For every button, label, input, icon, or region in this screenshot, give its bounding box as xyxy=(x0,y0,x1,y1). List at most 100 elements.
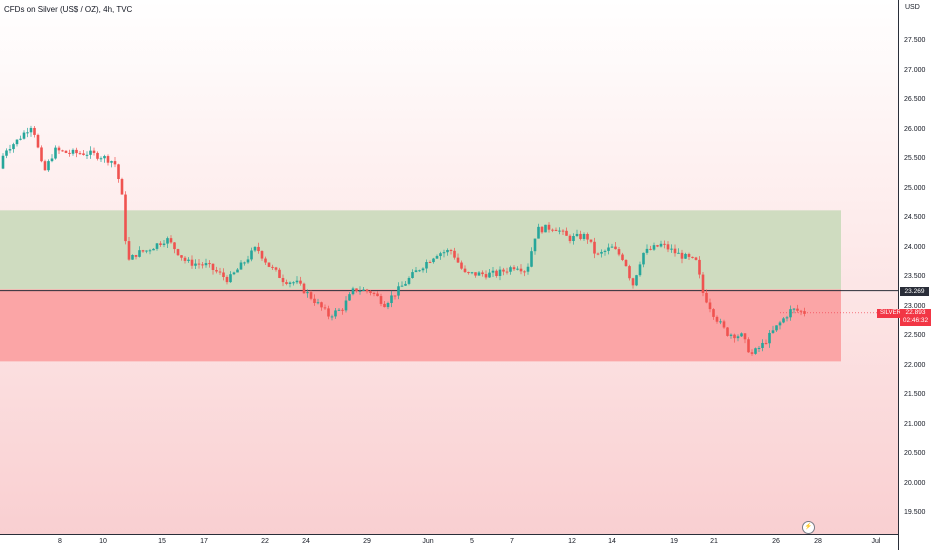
candle-body xyxy=(309,292,313,299)
candle-body xyxy=(733,334,736,339)
price-scale[interactable] xyxy=(898,0,932,550)
candle-body xyxy=(145,250,148,252)
candle-body xyxy=(313,298,316,304)
candle-body xyxy=(271,266,274,268)
tradingview-logo-icon[interactable]: ⚡ xyxy=(802,521,815,534)
candle-body xyxy=(369,291,372,293)
candle-body xyxy=(652,245,656,250)
candle-body xyxy=(299,280,302,284)
candle-body xyxy=(701,274,705,293)
candle-body xyxy=(694,257,698,260)
candle-body xyxy=(708,302,712,310)
candle-body xyxy=(159,243,162,245)
candle-body xyxy=(488,272,491,278)
candle-body xyxy=(400,285,404,287)
x-tick-label: 17 xyxy=(200,538,208,545)
time-scale[interactable] xyxy=(0,534,898,551)
candle-body xyxy=(761,342,764,348)
candle-body xyxy=(516,268,519,270)
candle-body xyxy=(208,263,211,265)
candle-body xyxy=(211,263,215,270)
candle-body xyxy=(656,245,659,247)
candle-body xyxy=(523,271,526,273)
candle-body xyxy=(726,327,729,336)
candle-body xyxy=(57,147,61,151)
candle-body xyxy=(33,127,36,135)
candle-body xyxy=(558,230,561,232)
candle-body xyxy=(148,250,152,252)
candle-body xyxy=(26,132,29,134)
candle-body xyxy=(75,149,78,154)
candle-body xyxy=(526,266,530,272)
candle-body xyxy=(754,348,757,354)
y-tick-label: 26.500 xyxy=(904,96,926,103)
x-tick-label: 21 xyxy=(710,538,718,545)
candle-body xyxy=(505,271,509,273)
y-tick-label: 26.000 xyxy=(904,125,926,133)
candle-body xyxy=(435,256,439,259)
candle-body xyxy=(120,179,124,195)
candle-body xyxy=(642,252,645,265)
candle-body xyxy=(477,272,481,276)
candle-body xyxy=(239,262,243,270)
y-tick-label: 19.500 xyxy=(904,509,926,516)
candle-body xyxy=(442,252,446,254)
candle-body xyxy=(264,258,267,263)
candle-body xyxy=(103,156,106,159)
chart-title: CFDs on Silver (US$ / OZ), 4h, TVC xyxy=(4,5,133,14)
candle-body xyxy=(509,267,512,272)
candle-body xyxy=(463,268,467,273)
x-tick-label: 12 xyxy=(568,538,576,545)
candle-body xyxy=(460,262,463,269)
candle-body xyxy=(425,262,428,269)
candle-body xyxy=(152,248,155,251)
candle-body xyxy=(337,309,341,311)
candle-body xyxy=(138,250,141,257)
y-tick-label: 24.000 xyxy=(904,243,926,251)
candle-body xyxy=(453,250,456,258)
y-tick-label: 23.000 xyxy=(904,302,926,310)
x-tick-label: 29 xyxy=(363,538,371,545)
candle-body xyxy=(785,317,789,319)
candle-body xyxy=(491,270,495,273)
candle-body xyxy=(43,161,47,171)
candle-body xyxy=(596,253,600,255)
candle-body xyxy=(180,255,183,258)
candle-body xyxy=(50,158,54,162)
candle-body xyxy=(183,257,187,261)
candle-body xyxy=(740,333,743,337)
candle-body xyxy=(285,282,288,284)
candle-body xyxy=(190,259,194,266)
y-tick-label: 22.000 xyxy=(904,361,926,369)
candle-body xyxy=(561,230,565,232)
candle-body xyxy=(320,302,323,308)
candle-body xyxy=(166,238,169,244)
candle-body xyxy=(78,153,82,155)
candle-body xyxy=(544,224,547,233)
x-tick-label: Jun xyxy=(422,538,434,545)
y-tick-label: 27.000 xyxy=(904,66,926,74)
candle-body xyxy=(796,308,799,311)
candle-body xyxy=(404,283,407,286)
candle-body xyxy=(778,322,782,326)
candle-body xyxy=(705,292,708,303)
candle-body xyxy=(803,311,806,314)
candle-body xyxy=(572,235,575,242)
candle-body xyxy=(222,272,225,277)
candle-body xyxy=(719,321,722,323)
bar-countdown: 02:46:32 xyxy=(902,317,929,324)
candle-body xyxy=(162,243,166,245)
candle-body xyxy=(85,154,89,156)
candle-body xyxy=(771,330,775,333)
candle-body xyxy=(512,267,516,270)
candle-body xyxy=(792,308,796,310)
candle-body xyxy=(610,246,614,248)
candle-body xyxy=(631,278,635,286)
x-tick-label: 19 xyxy=(670,538,678,545)
candle-body xyxy=(372,292,376,294)
candle-body xyxy=(670,248,673,250)
candle-body xyxy=(365,289,369,292)
green-zone xyxy=(0,210,841,290)
candle-body xyxy=(29,127,33,133)
